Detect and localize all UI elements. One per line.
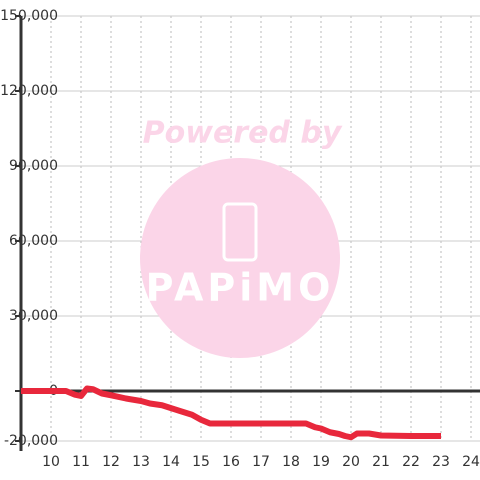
data-line xyxy=(21,385,441,441)
y-tick-label: 150,000 xyxy=(0,8,58,24)
x-tick-label: 24 xyxy=(462,454,480,470)
x-tick-label: 22 xyxy=(402,454,420,470)
watermark-circle xyxy=(140,158,340,358)
x-tick-label: 16 xyxy=(222,454,240,470)
x-tick-label: 20 xyxy=(342,454,360,470)
watermark-text: Powered by xyxy=(143,116,343,151)
x-tick-label: 12 xyxy=(102,454,120,470)
x-tick-label: 21 xyxy=(372,454,390,470)
x-tick-label: 11 xyxy=(72,454,90,470)
watermark-icon xyxy=(222,202,258,262)
x-tick-label: 17 xyxy=(252,454,270,470)
y-tick-label: 60,000 xyxy=(9,233,58,249)
x-tick-label: 14 xyxy=(162,454,180,470)
y-tick-label: 120,000 xyxy=(0,83,58,99)
x-tick-label: 18 xyxy=(282,454,300,470)
x-tick-label: 15 xyxy=(192,454,210,470)
x-tick-label: 23 xyxy=(432,454,450,470)
watermark-logo: PAPiMO xyxy=(146,266,335,310)
x-tick-label: 19 xyxy=(312,454,330,470)
y-tick-label: -20,000 xyxy=(4,433,58,449)
y-tick-label: 30,000 xyxy=(9,308,58,324)
x-tick-label: 10 xyxy=(42,454,60,470)
x-tick-label: 13 xyxy=(132,454,150,470)
y-tick-label: 90,000 xyxy=(9,158,58,174)
